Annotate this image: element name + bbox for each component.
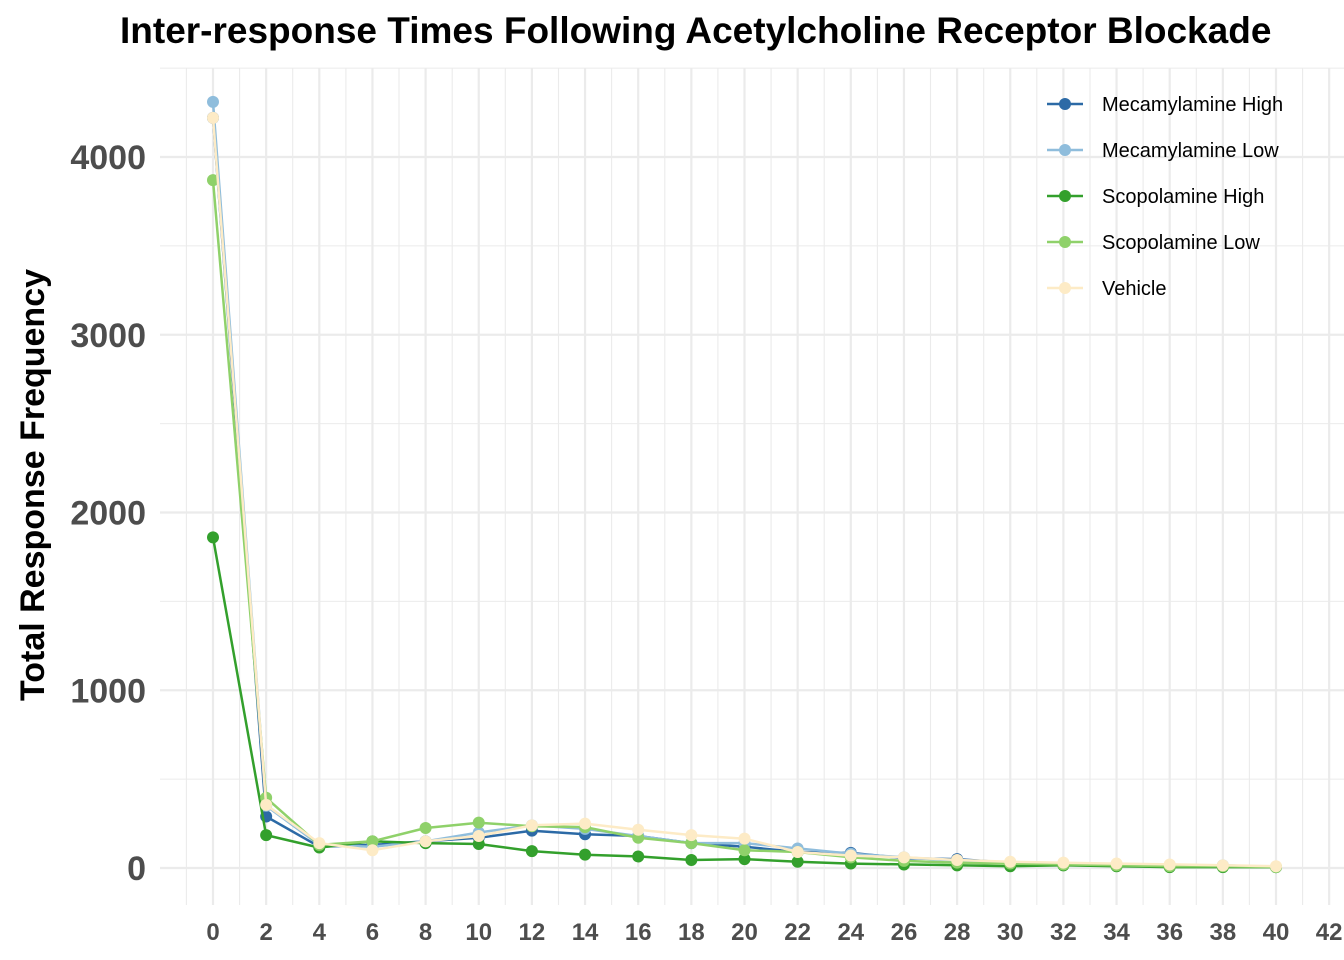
x-tick-label: 42 [1316, 919, 1343, 946]
data-point [472, 816, 485, 829]
legend-marker [1059, 236, 1071, 248]
data-point [738, 832, 751, 845]
y-tick-label: 4000 [70, 139, 146, 177]
data-point [260, 798, 273, 811]
series-vehicle [207, 111, 1282, 873]
data-point [525, 819, 538, 832]
legend-item: Mecamylamine High [1047, 94, 1283, 116]
x-tick-label: 38 [1209, 919, 1236, 946]
data-point [1057, 856, 1070, 869]
legend-label: Mecamylamine Low [1102, 140, 1279, 162]
legend-marker [1059, 190, 1071, 202]
x-tick-label: 6 [366, 919, 379, 946]
y-axis-ticks: 0 1000 2000 3000 4000 [70, 139, 146, 888]
x-tick-label: 26 [891, 919, 918, 946]
x-tick-label: 40 [1263, 919, 1290, 946]
data-point [791, 846, 804, 859]
legend-label: Scopolamine High [1102, 186, 1264, 208]
data-point [419, 835, 432, 848]
data-point [207, 111, 219, 124]
data-point [313, 837, 326, 850]
data-point [897, 851, 910, 864]
legend: Mecamylamine High Mecamylamine Low Scopola… [1047, 94, 1283, 300]
x-tick-label: 24 [837, 919, 864, 946]
y-tick-label: 3000 [70, 317, 146, 355]
data-point [1270, 860, 1282, 873]
y-tick-label: 1000 [70, 672, 146, 710]
data-point [260, 829, 273, 842]
x-tick-label: 12 [519, 919, 546, 946]
data-point [472, 830, 485, 843]
legend-marker [1059, 282, 1071, 294]
data-point [207, 174, 219, 187]
legend-item: Vehicle [1047, 278, 1167, 300]
x-tick-label: 4 [313, 919, 327, 946]
x-tick-label: 36 [1156, 919, 1183, 946]
data-point [844, 849, 857, 862]
x-tick-label: 10 [465, 919, 492, 946]
data-point [685, 854, 698, 867]
data-point [207, 95, 219, 108]
series-lines [207, 95, 1282, 874]
x-tick-label: 28 [944, 919, 971, 946]
legend-label: Vehicle [1102, 278, 1167, 300]
data-point [579, 817, 592, 830]
data-point [951, 854, 964, 867]
y-tick-label: 0 [127, 850, 146, 888]
data-point [738, 844, 751, 857]
y-tick-label: 2000 [70, 495, 146, 533]
x-tick-label: 14 [572, 919, 599, 946]
data-point [738, 853, 751, 866]
legend-item: Scopolamine High [1047, 186, 1264, 208]
data-point [791, 855, 804, 868]
x-tick-label: 32 [1050, 919, 1077, 946]
data-point [1110, 857, 1123, 870]
x-tick-label: 16 [625, 919, 652, 946]
data-point [632, 823, 645, 836]
x-tick-label: 18 [678, 919, 705, 946]
chart-title: Inter-response Times Following Acetylcho… [120, 10, 1272, 51]
x-tick-label: 22 [784, 919, 811, 946]
data-point [366, 835, 379, 848]
legend-marker [1059, 98, 1071, 110]
legend-item: Mecamylamine Low [1047, 140, 1279, 162]
data-point [579, 848, 592, 861]
x-tick-label: 2 [259, 919, 272, 946]
x-tick-label: 30 [997, 919, 1024, 946]
x-axis-ticks: 0 2 4 6 8 10 12 14 16 18 20 22 24 26 28 30 32 34 36 38 40 42 [206, 919, 1342, 946]
x-tick-label: 8 [419, 919, 432, 946]
y-axis-label: Total Response Frequency [14, 269, 52, 701]
data-point [525, 845, 538, 858]
data-point [207, 531, 219, 544]
data-point [632, 850, 645, 863]
legend-label: Mecamylamine High [1102, 94, 1283, 116]
x-tick-label: 20 [731, 919, 758, 946]
data-point [419, 822, 432, 835]
data-point [1163, 858, 1176, 871]
legend-item: Scopolamine Low [1047, 232, 1260, 254]
x-tick-label: 0 [206, 919, 219, 946]
grid [160, 67, 1344, 905]
data-point [366, 844, 379, 857]
data-point [1004, 855, 1017, 868]
data-point [685, 829, 698, 842]
data-point [1216, 859, 1229, 872]
legend-label: Scopolamine Low [1102, 232, 1260, 254]
x-tick-label: 34 [1103, 919, 1130, 946]
legend-marker [1059, 144, 1071, 156]
